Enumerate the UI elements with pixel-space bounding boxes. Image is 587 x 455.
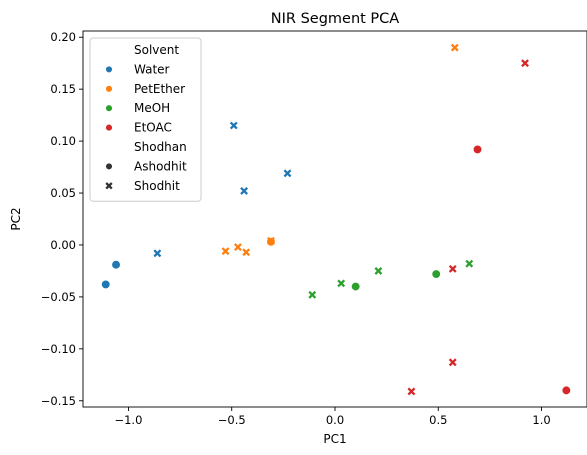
point-petether-x-stroke-b	[450, 43, 459, 52]
point-etoac-x-stroke-b	[448, 358, 457, 367]
point-petether-x-stroke-b	[242, 248, 251, 257]
legend-hue-title: Solvent	[134, 43, 179, 57]
point-meoh-x	[465, 259, 474, 268]
plot-frame	[82, 30, 587, 408]
point-water-x	[229, 121, 238, 130]
point-meoh-x-stroke-b	[374, 267, 383, 275]
y-tick-label: −0.10	[41, 342, 76, 356]
point-meoh-x	[374, 267, 383, 275]
series-petether	[221, 43, 459, 257]
point-water-x-stroke-b	[240, 187, 249, 195]
legend-label-water: Water	[134, 62, 170, 76]
point-meoh-circle	[351, 281, 361, 292]
y-tick-label: 0.15	[50, 82, 76, 96]
point-meoh-x-stroke-b	[308, 290, 317, 299]
series-water	[101, 121, 292, 290]
point-meoh-x	[308, 290, 317, 299]
point-petether-x	[221, 247, 230, 256]
data-points	[101, 43, 571, 396]
point-water-circle	[101, 279, 111, 290]
legend-label-shodhit: Shodhit	[134, 179, 180, 193]
point-petether-x-stroke-b	[234, 243, 242, 251]
point-water-x	[283, 169, 292, 178]
x-tick-label: −0.5	[218, 413, 246, 427]
legend-label-etoac: EtOAC	[134, 121, 172, 135]
legend-label-meoh: MeOH	[134, 101, 170, 115]
point-petether-x-stroke-b	[267, 236, 275, 245]
chart-title: NIR Segment PCA	[271, 11, 400, 27]
y-tick-label: 0.20	[50, 30, 76, 44]
point-water-x	[240, 187, 249, 195]
legend: Solvent Water PetEther MeOH EtOAC Shodhan Asho…	[89, 37, 202, 202]
point-petether-x	[234, 243, 242, 251]
point-meoh-x-stroke-b	[337, 279, 346, 288]
y-tick-label: −0.15	[41, 394, 76, 408]
legend-marker-water	[105, 65, 113, 74]
y-axis-label: PC2	[9, 207, 23, 230]
axis-ticks: −1.0 −0.5 0.0 0.5 1.0 −0.15 −0.10 −0.05 0.00 0.05…	[41, 30, 551, 427]
series-etoac	[407, 59, 571, 396]
x-axis-label: PC1	[323, 432, 346, 446]
point-petether-x-stroke-b	[221, 247, 230, 256]
point-etoac-circle	[561, 385, 571, 396]
point-petether-x	[450, 43, 459, 52]
series-meoh	[308, 259, 474, 299]
point-water-x-stroke-b	[229, 121, 238, 130]
point-etoac-x	[448, 264, 457, 273]
point-water-x-stroke-b	[283, 169, 292, 178]
legend-marker-ashodhit	[105, 162, 113, 171]
point-etoac-x	[448, 358, 457, 367]
point-etoac-x	[407, 387, 416, 396]
point-etoac-circle	[472, 144, 483, 155]
point-etoac-x	[521, 59, 529, 68]
y-tick-label: 0.00	[50, 238, 76, 252]
point-water-x	[153, 249, 162, 258]
point-water-x-stroke-b	[153, 249, 162, 258]
point-petether-x	[242, 248, 251, 257]
legend-marker-meoh	[105, 104, 113, 112]
point-meoh-x-stroke-b	[465, 259, 474, 268]
point-etoac-x-stroke-b	[448, 264, 457, 273]
x-tick-label: −1.0	[114, 413, 142, 427]
point-meoh-x	[337, 279, 346, 288]
legend-marker-etoac	[105, 123, 113, 132]
legend-frame	[89, 37, 202, 202]
point-water-circle	[111, 260, 121, 270]
point-etoac-x-stroke-b	[521, 59, 529, 68]
y-tick-label: −0.05	[41, 290, 76, 304]
point-etoac-x-stroke-b	[407, 387, 416, 396]
x-tick-label: 1.0	[532, 413, 550, 427]
legend-marker-shodhit-stroke-b	[105, 182, 113, 190]
x-tick-label: 0.5	[429, 413, 447, 427]
legend-marker-shodhit	[105, 182, 113, 190]
legend-label-ashodhit: Ashodhit	[134, 159, 187, 173]
legend-marker-petether	[105, 85, 113, 93]
y-tick-label: 0.05	[50, 186, 76, 200]
legend-label-petether: PetEther	[134, 82, 185, 96]
point-meoh-circle	[431, 269, 441, 279]
y-tick-label: 0.10	[50, 134, 76, 148]
x-tick-label: 0.0	[326, 413, 344, 427]
legend-style-title: Shodhan	[134, 140, 187, 154]
point-petether-x	[267, 236, 275, 245]
